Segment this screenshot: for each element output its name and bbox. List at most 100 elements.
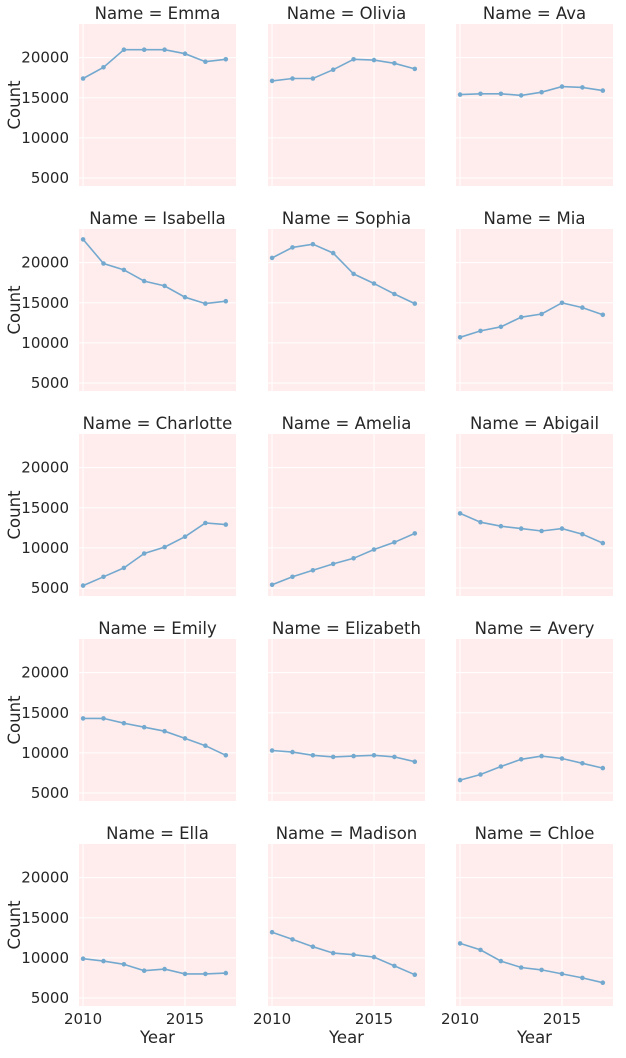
data-point (559, 84, 565, 89)
x-tick-label: 2010 (64, 1010, 102, 1028)
panel-title: Name = Ella (106, 824, 209, 843)
data-point (269, 748, 275, 753)
data-point (351, 952, 356, 957)
data-point (141, 724, 147, 730)
data-point (518, 757, 524, 762)
data-point (539, 311, 544, 317)
data-point (498, 523, 504, 529)
data-point (559, 300, 565, 306)
data-point (203, 520, 208, 526)
data-point (498, 324, 504, 330)
data-point (223, 970, 229, 976)
panel-background (79, 434, 236, 596)
data-point (518, 965, 524, 970)
data-point (310, 76, 316, 81)
data-point (80, 237, 86, 242)
data-point (371, 547, 377, 552)
data-point (600, 88, 606, 93)
data-point (457, 511, 463, 516)
y-tick-label: 5000 (31, 989, 69, 1007)
data-point (371, 954, 377, 960)
series-line (271, 931, 416, 976)
data-point (559, 756, 565, 761)
panel-title: Name = Isabella (89, 209, 225, 228)
series-line (460, 85, 603, 97)
y-tick-label: 20000 (21, 869, 69, 887)
data-point (223, 57, 229, 62)
panel-title: Name = Chloe (475, 824, 595, 843)
panel-background (268, 24, 425, 186)
panel-background (456, 434, 613, 596)
data-point (203, 301, 208, 306)
data-point (121, 267, 127, 273)
data-point (141, 278, 147, 284)
y-tick-label: 15000 (21, 89, 69, 107)
series-line (83, 957, 226, 975)
data-point (412, 759, 418, 764)
data-point (290, 937, 295, 942)
y-tick-label: 20000 (21, 254, 69, 272)
data-point (330, 950, 336, 956)
data-point (80, 583, 86, 588)
data-point (412, 66, 418, 72)
data-point (392, 291, 397, 297)
panel-title: Name = Ava (483, 4, 586, 23)
y-tick-label: 15000 (21, 294, 69, 312)
data-point (371, 753, 377, 758)
x-tick-label: 2015 (355, 1010, 393, 1028)
panel-background (79, 844, 236, 1006)
data-point (580, 531, 585, 537)
y-axis-label: Count (5, 285, 24, 335)
data-point (498, 764, 504, 769)
y-tick-label: 15000 (21, 499, 69, 517)
data-point (310, 753, 316, 758)
y-tick-label: 5000 (31, 784, 69, 802)
data-point (580, 975, 585, 981)
data-point (290, 749, 295, 755)
panel-background (456, 24, 613, 186)
data-point (141, 968, 147, 973)
data-point (478, 947, 483, 953)
data-point (539, 89, 544, 95)
data-point (371, 57, 377, 63)
y-tick-label: 10000 (21, 539, 69, 557)
panel-title: Name = Abigail (470, 414, 599, 433)
panel-title: Name = Amelia (282, 414, 412, 433)
y-tick-label: 10000 (21, 334, 69, 352)
data-point (223, 522, 229, 527)
y-tick-label: 20000 (21, 459, 69, 477)
panel-background (268, 639, 425, 801)
x-axis-label: Year (328, 1028, 364, 1047)
data-point (182, 971, 188, 977)
data-point (351, 271, 356, 277)
series-line (271, 243, 416, 305)
x-tick-label: 2010 (253, 1010, 291, 1028)
data-point (580, 305, 585, 310)
data-point (203, 59, 208, 64)
data-point (80, 956, 86, 961)
panel-title: Name = Elizabeth (272, 619, 421, 638)
data-point (351, 556, 356, 561)
data-point (392, 754, 397, 760)
data-point (223, 298, 229, 304)
panel-background (268, 844, 425, 1006)
data-point (182, 736, 188, 741)
data-point (101, 574, 106, 580)
panel-background (456, 639, 613, 801)
data-point (310, 944, 316, 949)
data-point (351, 753, 356, 759)
data-point (518, 314, 524, 320)
data-point (351, 57, 356, 62)
data-point (101, 261, 106, 266)
data-point (539, 528, 544, 534)
data-point (290, 76, 295, 81)
data-point (182, 51, 188, 56)
data-point (101, 716, 106, 721)
x-axis-label: Year (139, 1028, 175, 1047)
data-point (310, 568, 316, 573)
data-point (498, 958, 504, 964)
panel-background (268, 229, 425, 391)
x-axis-label: Year (516, 1028, 552, 1047)
data-point (203, 971, 208, 977)
series-line (459, 942, 603, 984)
